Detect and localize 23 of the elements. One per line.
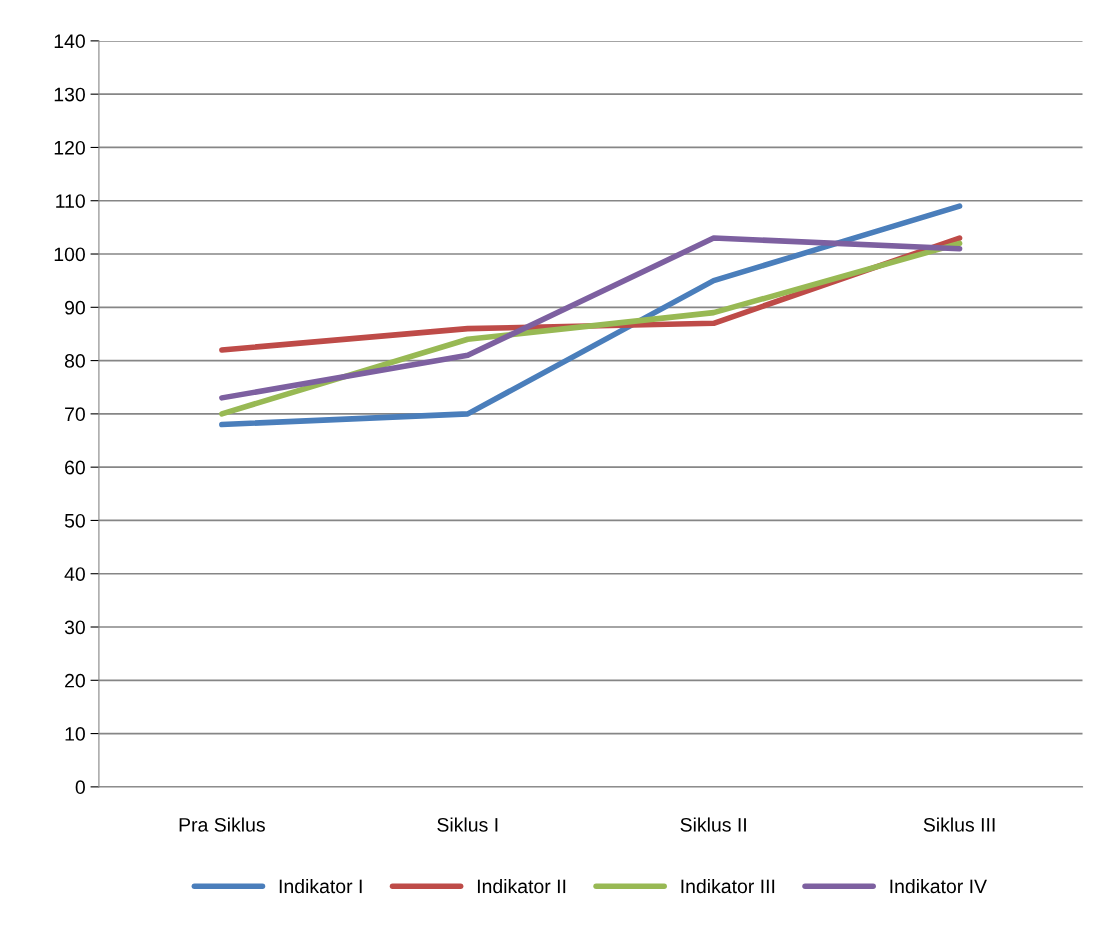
y-tick-label: 10 [65,727,85,741]
y-tick-label: 90 [65,300,85,315]
legend-label: Indikator III [681,878,775,894]
y-tick-label: 0 [75,780,85,795]
legend-label: Indikator II [477,878,566,894]
x-tick-label: Pra Siklus [179,817,265,832]
y-tick-label: 110 [56,194,85,208]
x-tick-label: Siklus I [437,817,498,832]
x-tick-label: Siklus II [680,817,746,832]
y-tick-label: 40 [64,567,85,581]
y-tick-label: 130 [54,87,85,102]
y-tick-label: 70 [65,407,85,422]
x-tick-label: Siklus III [923,817,995,832]
y-tick-label: 140 [54,34,85,49]
y-tick-label: 80 [64,354,85,368]
y-tick-label: 20 [65,673,85,688]
y-tick-label: 50 [64,513,85,528]
legend-label: Indikator I [279,878,362,894]
legend-label: Indikator IV [890,878,987,894]
y-tick-label: 30 [64,620,85,635]
y-tick-label: 60 [65,460,85,475]
y-tick-label: 120 [54,140,85,155]
y-tick-label: 100 [54,247,85,262]
